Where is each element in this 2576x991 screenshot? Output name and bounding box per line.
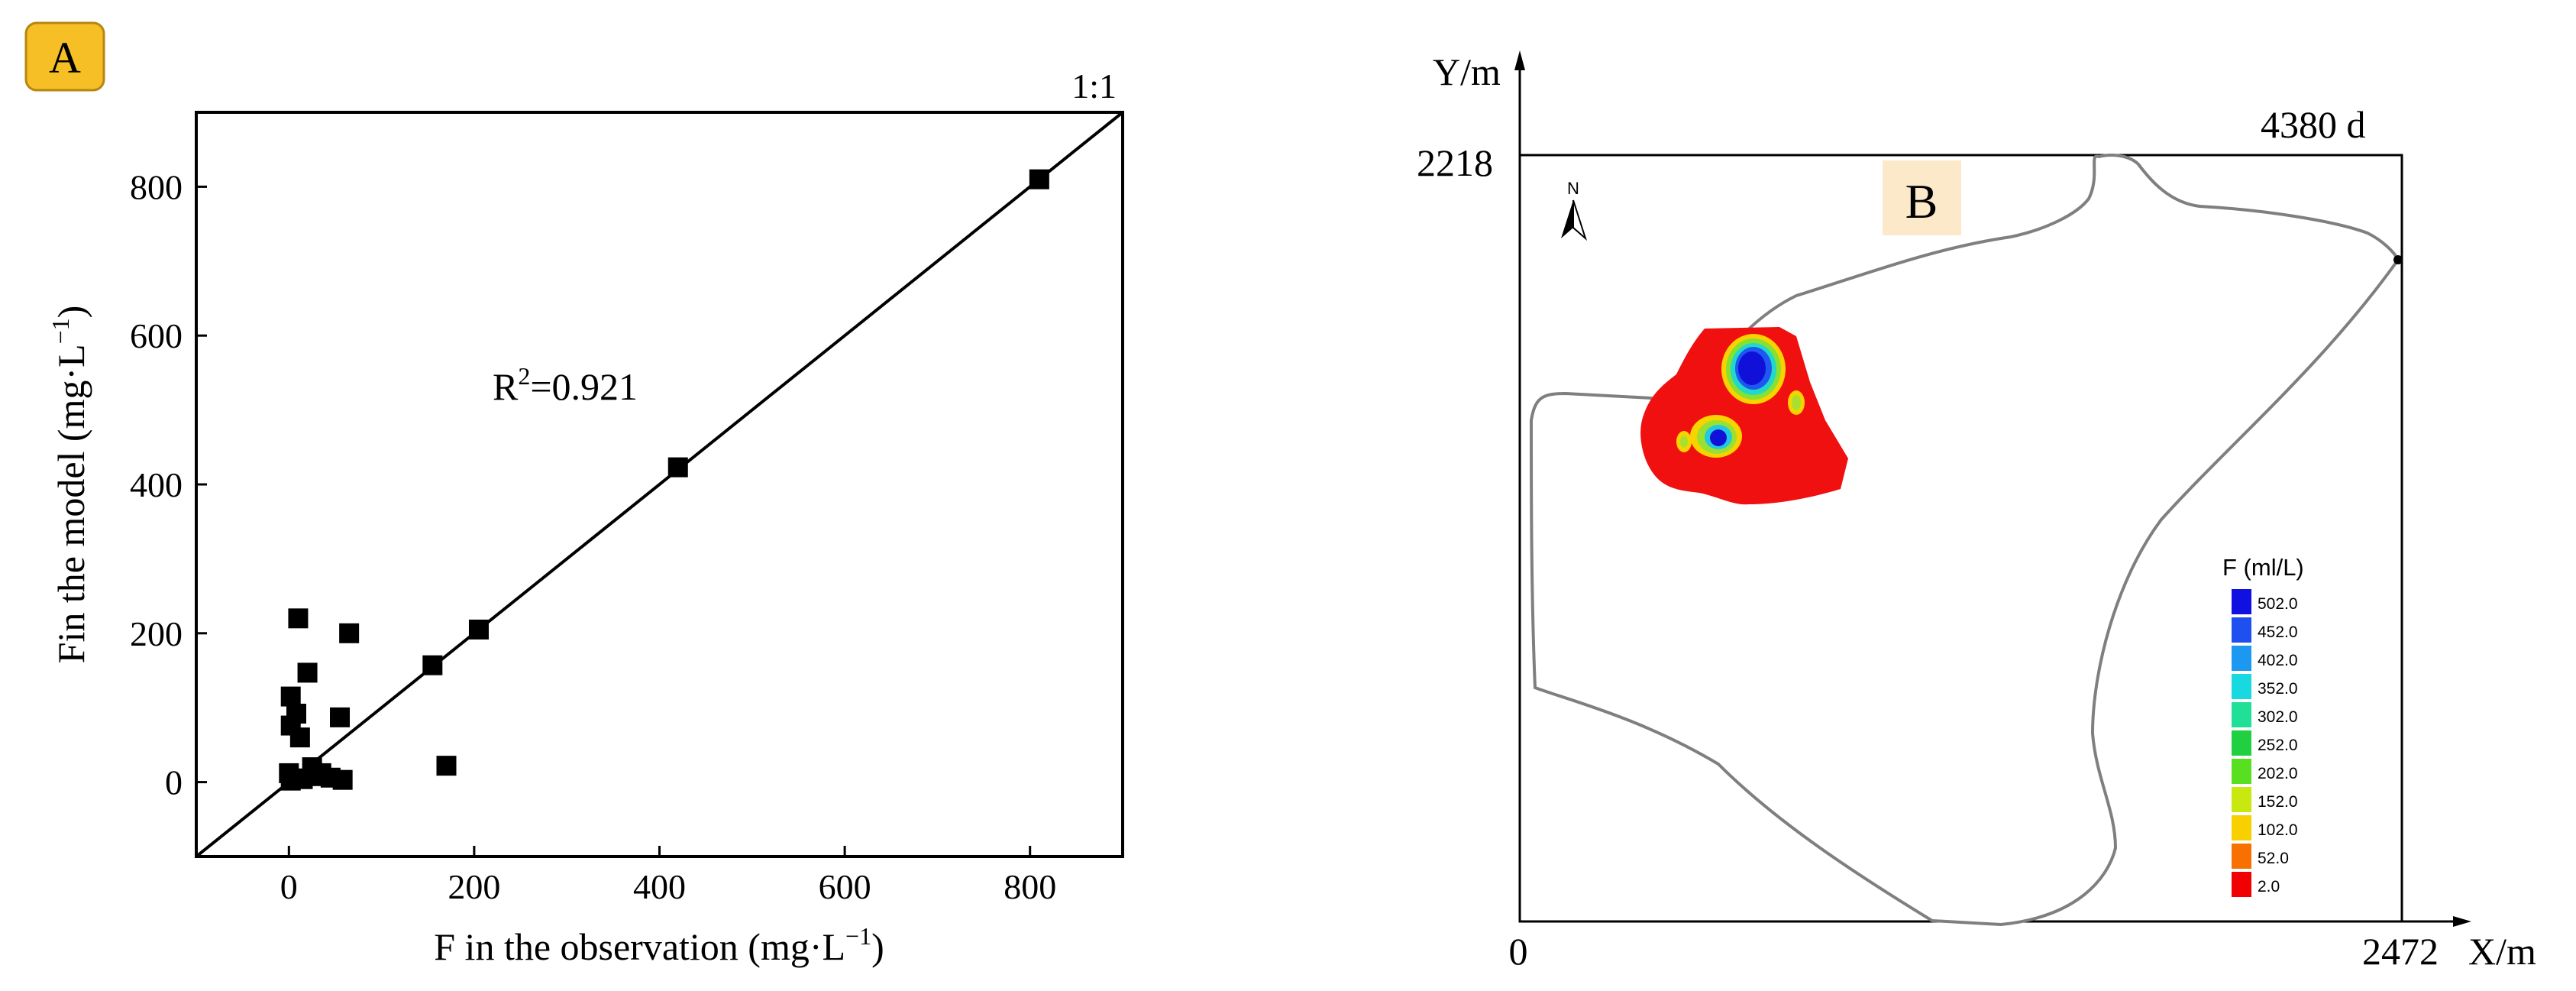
panel-a: A 0 200 400 600 800 0 200 400 600 800 1:1 R2=0.9… [24,21,1124,968]
boundary-vertex-marker [2393,255,2403,264]
panel-b: Y/m X/m 2218 0 2472 4380 d B N [1417,50,2536,973]
scatter-point [289,727,310,748]
panel-b-badge [1883,160,1961,235]
legend-swatch [2232,674,2251,699]
scatter-point [330,707,351,727]
x-min-label: 0 [1509,930,1528,973]
y-tick-label: 0 [165,763,183,802]
plume-2-contour [1640,327,1848,505]
scatter-point [332,769,353,790]
scatter-point [422,655,443,675]
y-axis-arrowhead-icon [1514,50,1525,70]
scatter-point [339,623,360,643]
y-tick-label: 800 [130,167,183,206]
legend-swatch [2232,646,2251,671]
x-axis-arrowhead-icon [2453,916,2471,927]
legend-level-label: 452.0 [2258,623,2298,641]
scatter-point [436,756,457,776]
y-tick-label: 200 [130,614,183,653]
scatter-point [297,662,318,683]
plot-a-y-axis-label: Fin the model (mg·L−1) [47,306,92,664]
legend-level-label: 102.0 [2258,821,2298,839]
scatter-point [280,686,301,707]
panel-a-badge [24,21,105,92]
legend-swatch [2232,617,2251,643]
plume-b-502-contour [1710,429,1727,446]
legend-level-label: 2.0 [2258,878,2280,895]
svg-text:N: N [1567,179,1579,198]
legend-swatch [2232,844,2251,869]
legend-swatch [2232,759,2251,784]
legend-level-label: 52.0 [2258,850,2289,867]
y-max-label: 2218 [1417,141,1493,184]
plot-a-x-axis-label: F in the observation (mg·L−1) [434,922,884,968]
scatter-point [1029,169,1049,189]
scatter-point [468,619,489,640]
x-axis-name: X/m [2468,930,2536,973]
legend-swatch [2232,589,2251,614]
x-tick-label: 400 [633,867,686,906]
legend-level-label: 502.0 [2258,595,2298,613]
scatter-point [288,608,309,629]
plume-502-contour [1738,351,1766,385]
plot-a-points [279,169,1049,791]
y-tick-label: 400 [130,465,183,504]
plume-d-202-contour [1792,395,1801,410]
legend-level-label: 202.0 [2258,765,2298,782]
plot-a-y-ticks: 0 200 400 600 800 [130,167,207,802]
legend-swatch [2232,702,2251,727]
x-tick-label: 600 [819,867,871,906]
x-tick-label: 0 [280,867,298,906]
y-axis-name: Y/m [1433,50,1501,93]
plume-c-202-contour [1680,436,1688,448]
x-tick-label: 200 [448,867,500,906]
x-max-label: 2472 [2362,930,2439,973]
legend-swatch [2232,872,2251,897]
y-tick-label: 600 [130,316,183,355]
x-tick-label: 800 [1004,867,1056,906]
r2-annotation: R2=0.921 [493,362,638,408]
plot-a-x-ticks: 0 200 400 600 800 [280,846,1056,906]
one-to-one-line [196,112,1123,857]
legend-swatch [2232,730,2251,756]
panel-b-badge-label: B [1905,174,1938,228]
legend-level-label: 402.0 [2258,652,2298,669]
legend-swatch [2232,815,2251,840]
legend-swatch [2232,787,2251,812]
legend-level-label: 302.0 [2258,708,2298,726]
concentration-legend: F (ml/L) 502.0 452.0 402.0 352.0 302.0 252.0 2… [2222,554,2304,897]
legend-level-label: 252.0 [2258,737,2298,754]
legend-title: F (ml/L) [2222,554,2304,581]
legend-level-label: 152.0 [2258,793,2298,811]
scatter-point [280,770,301,791]
north-arrow-icon: N [1561,179,1588,241]
fluoride-plume [1640,327,1848,505]
one-to-one-label: 1:1 [1071,66,1117,105]
time-label: 4380 d [2261,103,2366,146]
legend-level-label: 352.0 [2258,680,2298,698]
panel-a-badge-label: A [49,33,81,83]
scatter-point [667,457,688,478]
